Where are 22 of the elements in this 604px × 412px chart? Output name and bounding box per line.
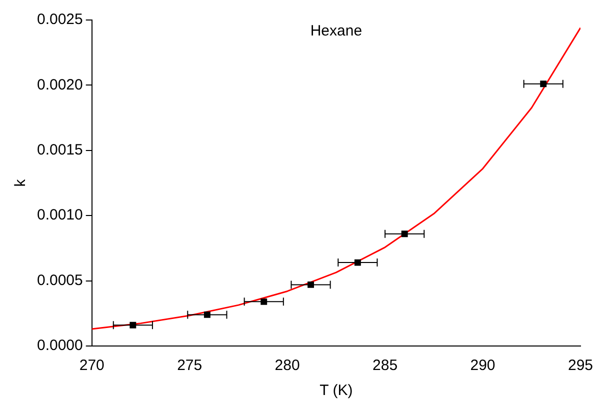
y-tick-label: 0.0000 [36, 337, 83, 354]
point [354, 259, 361, 266]
x-tick-label: 275 [177, 357, 202, 374]
x-tick-label: 280 [274, 357, 300, 374]
y-tick-label: 0.0005 [36, 272, 83, 289]
x-tick-label: 270 [79, 357, 104, 374]
y-tick-label: 0.0020 [36, 76, 83, 94]
y-tick-label: 0.0010 [36, 206, 83, 224]
point [130, 322, 136, 328]
point [204, 311, 210, 318]
point [260, 298, 268, 305]
x-tick-label: 285 [372, 357, 398, 374]
y-axis-title: k [12, 178, 30, 187]
x-tick-label: 290 [470, 357, 496, 374]
point [308, 281, 314, 288]
y-tick-label: 0.0015 [36, 142, 83, 159]
annotation: Hexane [310, 22, 362, 40]
point [401, 230, 408, 238]
y-tick-label: 0.0025 [36, 11, 83, 28]
x-tick-label: 295 [568, 357, 593, 374]
x-axis-title: T (K) [320, 382, 353, 400]
point [540, 80, 547, 88]
